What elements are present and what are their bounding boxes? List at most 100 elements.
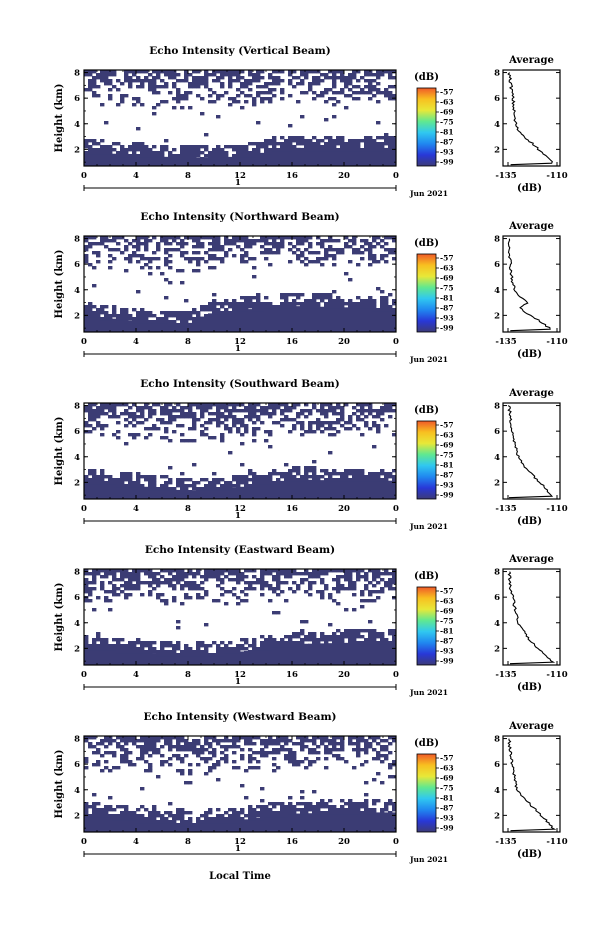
echo-cell [172,323,177,327]
echo-cell [332,290,337,294]
echo-cell [228,572,233,576]
echo-cell [144,436,149,440]
echo-cell [248,581,253,585]
echo-cell [232,475,237,479]
echo-cell [260,406,265,410]
echo-cell [276,236,281,240]
echo-cell [320,596,325,600]
echo-cell [84,644,89,648]
echo-cell [324,480,329,499]
echo-cell [128,817,133,821]
echo-cell [372,88,377,92]
echo-cell [276,584,281,588]
echo-cell [324,635,329,639]
echo-cell [308,475,313,479]
echo-cell [292,754,297,758]
echo-cell [316,296,321,300]
echo-cell [364,584,369,588]
echo-cell [96,148,101,152]
echo-cell [240,424,245,428]
echo-cell [148,82,153,86]
echo-cell [292,641,297,645]
echo-cell [124,403,129,407]
echo-cell [380,572,385,576]
echo-cell [380,635,385,639]
echo-cell [164,760,169,764]
echo-cell [148,814,153,818]
echo-cell [88,644,93,648]
echo-cell [244,478,249,482]
echo-cell [272,139,277,143]
echo-cell [232,154,237,158]
echo-cell [392,578,396,582]
echo-cell [120,745,125,749]
echo-cell [384,748,389,752]
echo-cell [364,148,369,152]
echo-cell [136,820,141,824]
echo-cell [128,478,133,482]
echo-cell [164,314,169,318]
echo-cell [296,415,301,419]
echo-cell [92,587,97,591]
echo-cell [344,148,349,152]
echo-cell [112,647,117,651]
echo-cell [308,572,313,576]
heatmap-cells [84,70,396,166]
echo-cell [368,745,373,749]
echo-cell [84,596,89,600]
echo-cell [376,236,381,240]
echo-cell [324,248,329,252]
echo-cell [204,593,209,597]
echo-cell [320,263,325,267]
avg-x-label: (dB) [517,183,542,194]
echo-cell [372,302,377,306]
echo-cell [376,415,381,419]
echo-cell [84,424,89,428]
echo-cell [376,430,381,434]
echo-cell [232,254,237,258]
echo-cell [88,148,93,152]
echo-cell [340,307,345,332]
echo-cell [100,403,105,407]
echo-cell [228,311,233,332]
echo-cell [264,641,269,645]
echo-cell [376,569,381,573]
echo-cell [100,641,105,645]
echo-cell [204,403,209,407]
echo-cell [300,254,305,258]
echo-cell [176,323,181,327]
echo-cell [220,412,225,416]
echo-cell [124,320,129,324]
echo-cell [232,299,237,303]
echo-cell [248,151,253,155]
echo-cell [228,745,233,749]
echo-cell [280,805,285,809]
echo-cell [268,73,273,77]
echo-cell [200,415,205,419]
echo-cell [392,139,396,143]
echo-cell [248,584,253,588]
echo-cell [200,424,205,428]
echo-cell [316,409,321,413]
echo-cell [188,650,193,654]
echo-cell [228,302,233,306]
echo-cell [364,802,369,806]
echo-cell [92,811,97,815]
colorbar-tick-label: -93 [440,481,454,490]
echo-cell [136,572,141,576]
echo-cell [380,73,385,77]
echo-cell [136,154,141,158]
echo-cell [152,581,157,585]
echo-cell [188,260,193,264]
echo-cell [120,590,125,594]
echo-cell [120,251,125,255]
colorbar-tick-label: -87 [440,138,454,147]
echo-cell [384,296,389,300]
echo-cell [84,142,89,146]
echo-cell [252,430,257,434]
echo-cell [252,485,257,499]
echo-cell [140,142,145,146]
echo-cell [244,796,249,800]
echo-cell [100,317,105,332]
echo-cell [108,808,113,812]
